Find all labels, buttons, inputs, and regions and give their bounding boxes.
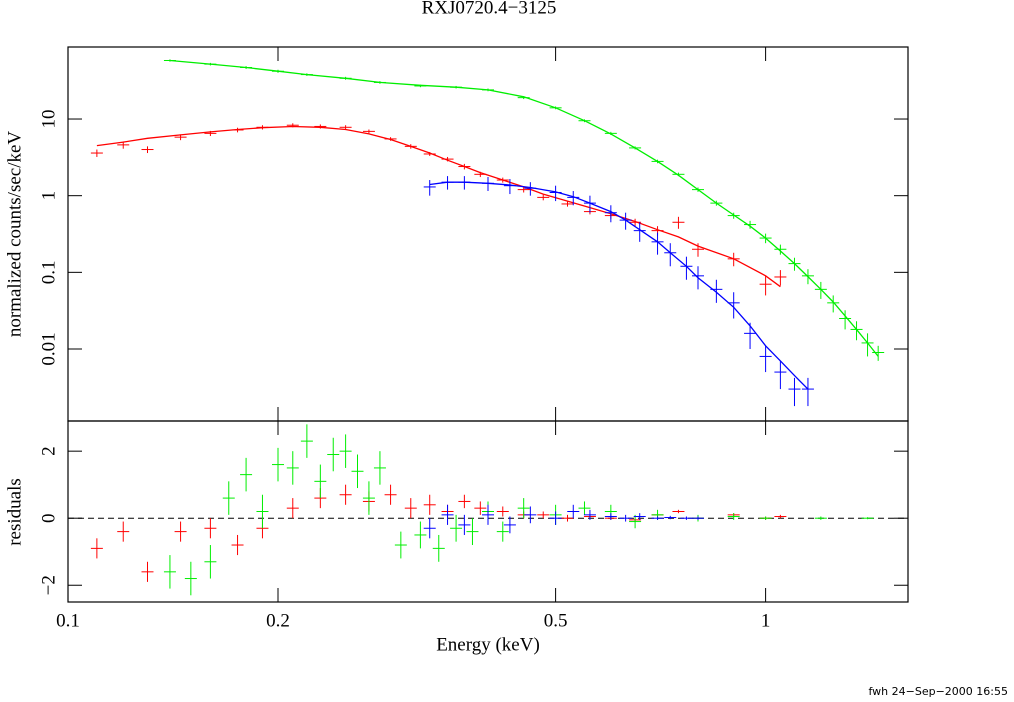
- y-axis-label: normalized counts/sec/keV: [4, 131, 25, 338]
- y-tick-label: 0.1: [38, 260, 59, 284]
- x-tick-label: 0.2: [266, 610, 290, 631]
- model-line: [169, 59, 879, 357]
- footer: fwh 24−Sep−2000 16:55: [869, 685, 1009, 698]
- y-tick-label: −2: [38, 575, 59, 595]
- y-axis-label: residuals: [4, 478, 25, 546]
- plot-frame: [67, 46, 909, 422]
- y-tick-label: 0: [38, 513, 59, 523]
- y-tick-label: 0.01: [38, 332, 59, 365]
- plot-frame: [67, 420, 909, 603]
- x-tick-label: 0.5: [544, 610, 568, 631]
- y-tick-label: 1: [38, 191, 59, 201]
- y-tick-label: 2: [38, 446, 59, 456]
- x-tick-label: 1: [761, 610, 771, 631]
- chart-title: RXJ0720.4−3125: [422, 0, 557, 18]
- y-tick-label: 10: [38, 110, 59, 129]
- model-line: [429, 181, 809, 390]
- model-line: [96, 125, 781, 288]
- x-axis-label: Energy (keV): [436, 634, 540, 655]
- x-tick-label: 0.1: [56, 610, 80, 631]
